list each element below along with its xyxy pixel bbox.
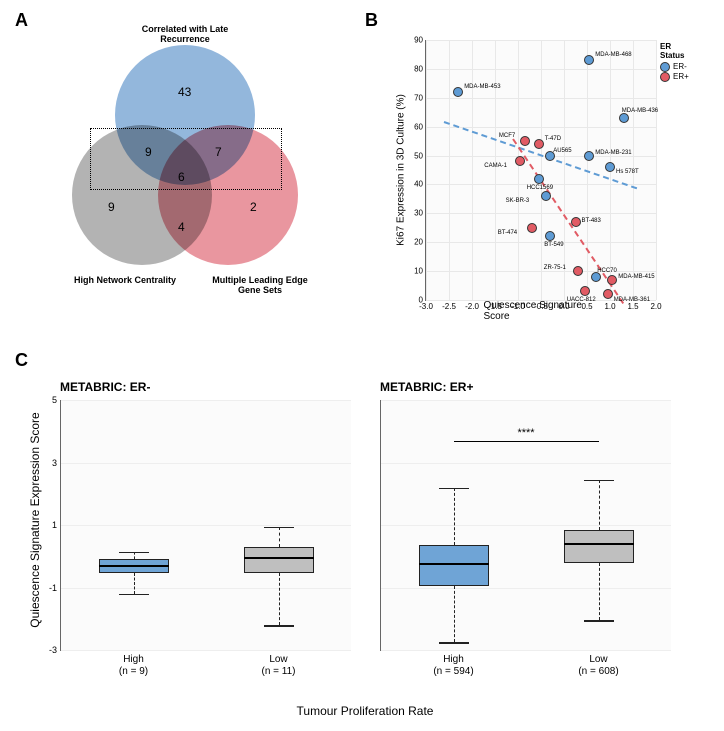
scatter-point — [515, 156, 525, 166]
boxplot-box — [244, 547, 314, 574]
boxplot-area-0: -3-1135High(n = 9)Low(n = 11) — [60, 400, 351, 651]
scatter-point-label: Hs 578T — [616, 169, 639, 175]
venn-count-topleft: 9 — [145, 145, 152, 159]
scatter-point-label: MCF7 — [499, 133, 515, 139]
scatter-point — [534, 139, 544, 149]
scatter-point-label: UACC-812 — [567, 297, 596, 303]
boxplot-box — [564, 530, 634, 563]
boxplot-title-0: METABRIC: ER- — [60, 380, 150, 394]
scatter-point — [527, 223, 537, 233]
boxplot-panel: Quiescence Signature Expression Score Tu… — [60, 380, 670, 710]
venn-count-topright: 7 — [215, 145, 222, 159]
scatter-point-label: MDA-MB-436 — [622, 108, 658, 114]
scatter-chart: Quiescence Signature Score Ki67 Expressi… — [395, 30, 695, 330]
scatter-point — [520, 136, 530, 146]
venn-label-right: Multiple Leading Edge Gene Sets — [200, 275, 320, 295]
scatter-point-label: CAMA-1 — [484, 163, 507, 169]
scatter-point-label: ZR-75-1 — [544, 265, 566, 271]
scatter-point — [571, 217, 581, 227]
scatter-point-label: SK-BR-3 — [506, 198, 530, 204]
boxplot-category-label: Low(n = 608) — [578, 654, 618, 678]
scatter-legend: ER Status ER- ER+ — [660, 42, 695, 82]
boxplot-area-1: High(n = 594)Low(n = 608)**** — [380, 400, 671, 651]
scatter-point-label: T-47D — [545, 136, 561, 142]
venn-diagram: Correlated with Late Recurrence 43 9 2 9… — [60, 30, 310, 330]
figure-root: A B C Correlated with Late Recurrence 43… — [0, 0, 724, 731]
scatter-point — [545, 231, 555, 241]
scatter-point — [534, 174, 544, 184]
venn-label-top: Correlated with Late Recurrence — [123, 24, 248, 44]
scatter-legend-neg-label: ER- — [673, 62, 687, 71]
scatter-point — [453, 87, 463, 97]
scatter-point — [541, 191, 551, 201]
scatter-point-label: MDA-MB-453 — [464, 84, 500, 90]
scatter-point-label: MDA-MB-468 — [595, 52, 631, 58]
boxplot-y-label: Quiescence Signature Expression Score — [28, 412, 42, 627]
venn-count-right: 2 — [250, 200, 257, 214]
scatter-point — [619, 113, 629, 123]
scatter-y-label: Ki67 Expression in 3D Culture (%) — [396, 94, 407, 246]
scatter-point-label: HCC1569 — [527, 185, 553, 191]
scatter-point — [607, 275, 617, 285]
scatter-point — [573, 266, 583, 276]
boxplot-significance: **** — [517, 427, 534, 439]
boxplot-title-1: METABRIC: ER+ — [380, 380, 473, 394]
boxplot-category-label: High(n = 594) — [433, 654, 473, 678]
scatter-point — [584, 151, 594, 161]
panel-label-b: B — [365, 10, 378, 31]
venn-label-left: High Network Centrality — [70, 275, 180, 285]
scatter-point-label: BT-483 — [582, 218, 601, 224]
venn-count-left: 9 — [108, 200, 115, 214]
scatter-point-label: MDA-MB-231 — [595, 150, 631, 156]
scatter-point-label: BT-549 — [544, 242, 563, 248]
scatter-point-label: MDA-MB-361 — [614, 297, 650, 303]
venn-count-leftright: 4 — [178, 220, 185, 234]
scatter-legend-pos-label: ER+ — [673, 72, 689, 81]
scatter-point-label: HCC70 — [597, 268, 617, 274]
panel-label-c: C — [15, 350, 28, 371]
venn-count-top: 43 — [178, 85, 191, 99]
scatter-point — [580, 286, 590, 296]
scatter-legend-item-neg: ER- — [660, 62, 695, 72]
venn-count-center: 6 — [178, 170, 185, 184]
scatter-point-label: MDA-MB-415 — [618, 274, 654, 280]
boxplot-category-label: Low(n = 11) — [262, 654, 296, 678]
panel-label-a: A — [15, 10, 28, 31]
scatter-plot-area: Quiescence Signature Score Ki67 Expressi… — [425, 40, 656, 301]
scatter-point — [605, 162, 615, 172]
scatter-point — [603, 289, 613, 299]
scatter-legend-item-pos: ER+ — [660, 72, 695, 82]
boxplot-category-label: High(n = 9) — [119, 654, 148, 678]
scatter-point-label: BT-474 — [498, 230, 517, 236]
scatter-legend-title: ER Status — [660, 42, 695, 60]
venn-highlight-box — [90, 128, 282, 190]
boxplot-box — [419, 545, 489, 586]
boxplot-x-label: Tumour Proliferation Rate — [297, 704, 434, 718]
scatter-point-label: AU565 — [553, 148, 571, 154]
scatter-point — [584, 55, 594, 65]
